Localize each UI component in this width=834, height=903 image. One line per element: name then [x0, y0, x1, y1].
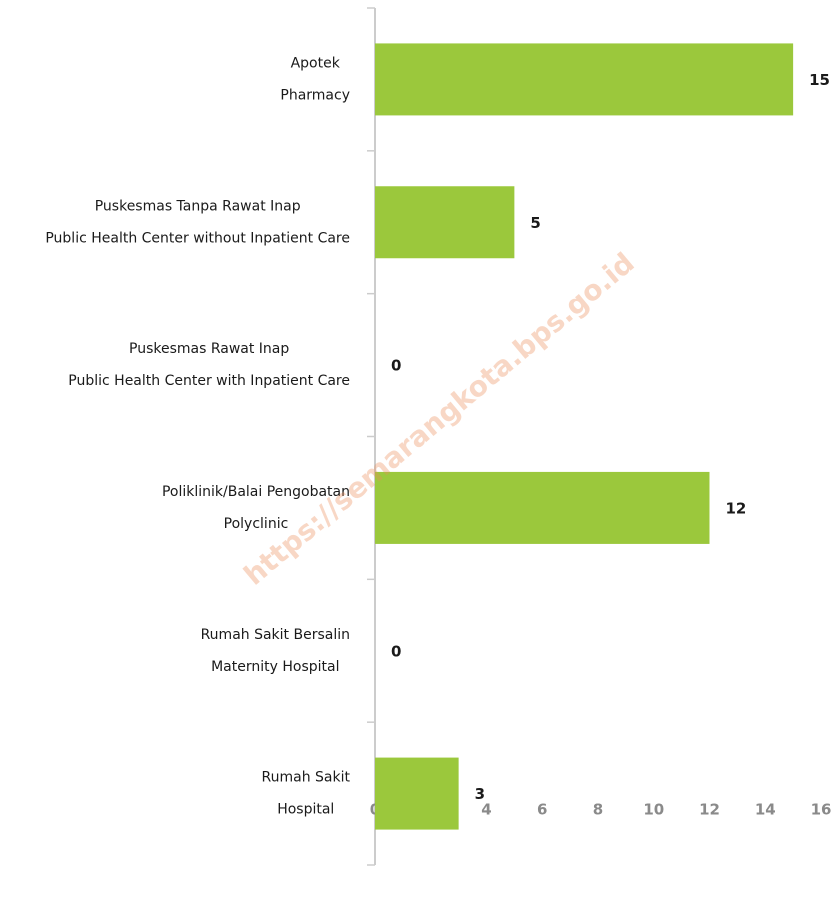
category-label: Public Health Center without Inpatient C…	[45, 230, 350, 246]
value-label: 0	[391, 357, 401, 375]
x-tick-label: 14	[755, 801, 776, 819]
category-label: Rumah Sakit Bersalin	[201, 627, 350, 643]
category-label: Pharmacy	[280, 87, 350, 103]
value-label: 3	[475, 785, 485, 803]
category-label: Hospital	[277, 802, 334, 818]
x-tick-label: 4	[481, 801, 491, 819]
x-tick-label: 8	[593, 801, 603, 819]
x-tick-label: 12	[699, 801, 720, 819]
category-label: Public Health Center with Inpatient Care	[68, 373, 350, 389]
category-label: Puskesmas Tanpa Rawat Inap	[95, 198, 301, 214]
category-label: Polyclinic	[224, 516, 289, 532]
category-label: Poliklinik/Balai Pengobatan	[162, 484, 350, 500]
bar	[375, 471, 710, 544]
x-tick-label: 10	[643, 801, 664, 819]
bar	[375, 43, 794, 116]
x-tick-label: 6	[537, 801, 547, 819]
value-label: 15	[809, 71, 830, 89]
category-label: Maternity Hospital	[211, 659, 339, 675]
value-label: 12	[726, 499, 747, 517]
category-label: Rumah Sakit	[262, 770, 351, 786]
bar	[375, 186, 515, 259]
category-label: Apotek	[291, 55, 341, 71]
value-label: 0	[391, 642, 401, 660]
bar	[375, 757, 459, 830]
category-label: Puskesmas Rawat Inap	[129, 341, 289, 357]
x-tick-label: 16	[811, 801, 832, 819]
value-label: 5	[530, 214, 540, 232]
